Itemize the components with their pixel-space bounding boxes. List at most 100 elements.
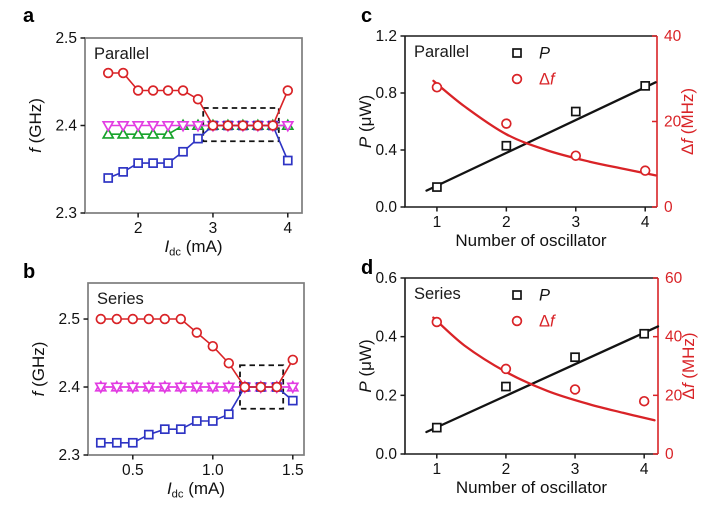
inside-label: Parallel: [414, 43, 469, 61]
marker-circle: [431, 316, 443, 328]
marker-circle: [191, 327, 203, 338]
x-axis-title: Idc (mA): [167, 479, 225, 501]
x-tick-label: 0.5: [122, 462, 144, 479]
marker-triangle-down: [131, 120, 145, 133]
marker-circle: [255, 381, 267, 393]
marker-circle: [162, 85, 174, 96]
x-tick-label: 4: [283, 220, 292, 237]
marker-square: [175, 424, 186, 435]
marker-triangle-down: [126, 382, 140, 394]
marker-circle: [638, 395, 650, 407]
linewidth-fit: [432, 316, 656, 422]
marker-circle: [175, 313, 187, 325]
inside-label: Series: [97, 290, 144, 308]
y-axis: 0.0 0.2 0.4 0.6: [375, 270, 405, 463]
marker-circle: [239, 381, 251, 393]
x-tick-label: 4: [640, 461, 649, 478]
y-axis: 2.3 2.4 2.5: [58, 311, 88, 464]
panel-letter-b: b: [23, 261, 36, 283]
y-tick-label: 0.6: [375, 270, 397, 287]
y2-axis: 0 20 40 60: [653, 270, 683, 463]
marker-circle: [192, 93, 204, 105]
marker-square: [223, 409, 234, 420]
marker-circle: [501, 118, 512, 129]
y-tick-label: 0.4: [375, 142, 397, 159]
y-tick-label: 2.5: [55, 30, 77, 47]
x-axis: 0.5 1.0 1.5: [122, 455, 304, 479]
marker-circle: [511, 73, 523, 85]
series-linewidth: [431, 82, 651, 176]
y-axis-title: P (μW): [356, 95, 375, 148]
marker-circle: [282, 85, 294, 96]
panel-d-chart: 1 2 3 4 0.0 0.2 0.4 0.6 0 20 40 60 Δf (MHz) Number of…: [356, 270, 698, 497]
marker-circle: [111, 313, 123, 325]
y2-tick-label: 0: [665, 446, 674, 463]
marker-triangle-down: [146, 120, 160, 133]
marker-triangle-down: [191, 120, 205, 133]
y2-axis-title: Δf (MHz): [678, 88, 697, 155]
marker-triangle-down: [222, 382, 236, 394]
sync-region-box: [202, 107, 280, 143]
marker-square: [639, 328, 650, 339]
marker-triangle-down: [110, 382, 124, 394]
marker-circle: [500, 363, 512, 375]
y-axis-title: f (GHz): [29, 342, 48, 397]
marker-circle: [147, 85, 159, 96]
y-tick-label: 1.2: [375, 28, 397, 45]
x-tick-label: 1: [433, 214, 442, 231]
panel-a-chart: 2 3 4 2.3 2.4 2.5 Idc (mA) f (GHz) Parallel: [26, 30, 303, 258]
marker-square: [111, 437, 122, 448]
inside-label: Parallel: [94, 45, 149, 63]
x-axis-title: Number of oscillator: [455, 231, 607, 250]
marker-circle: [132, 85, 144, 96]
marker-triangle-down: [281, 120, 295, 133]
y2-axis: 0 20 40: [652, 28, 682, 216]
marker-square: [193, 133, 203, 144]
marker-circle: [511, 315, 523, 327]
marker-triangle-down: [142, 382, 156, 394]
marker-square: [103, 173, 114, 183]
inside-label: Series: [414, 285, 461, 303]
marker-circle: [287, 354, 299, 366]
marker-circle: [117, 67, 129, 79]
y2-axis-title: Δf (MHz): [679, 332, 698, 399]
power-fit: [425, 81, 657, 192]
y2-tick-label: 0: [664, 199, 673, 216]
marker-circle: [639, 165, 651, 176]
legend-label: P: [539, 287, 550, 305]
marker-square: [512, 48, 522, 58]
marker-circle: [267, 120, 279, 131]
y-tick-label: 2.3: [55, 205, 77, 222]
marker-square: [148, 158, 158, 168]
panel-letter-d: d: [361, 257, 374, 279]
marker-triangle-up: [101, 127, 115, 139]
marker-square: [163, 158, 173, 168]
marker-circle: [252, 120, 264, 131]
y-axis-title: f (GHz): [26, 98, 45, 153]
marker-square: [191, 416, 202, 426]
marker-triangle-down: [116, 120, 130, 133]
x-tick-label: 3: [209, 220, 218, 237]
panel-letter-c: c: [361, 5, 373, 27]
marker-circle: [223, 357, 235, 369]
marker-triangle-up: [146, 127, 160, 139]
power-fit: [425, 325, 660, 434]
legend-entry-0: P: [512, 45, 550, 63]
marker-circle: [570, 150, 582, 161]
series-oscillator-red-circle: [95, 313, 299, 393]
marker-circle: [569, 384, 581, 395]
marker-triangle-down: [190, 382, 204, 394]
marker-square: [501, 140, 512, 151]
marker-circle: [431, 82, 443, 93]
y-tick-label: 0.0: [375, 199, 397, 216]
y-tick-label: 2.4: [55, 118, 77, 135]
y-tick-label: 2.4: [58, 379, 80, 396]
panel-c-chart: 1 2 3 4 0.0 0.4 0.8 1.2 0 20 40 Δf (MHz) Number of o…: [356, 28, 697, 250]
legend-entry-1: Δf: [511, 313, 557, 331]
legend-label: P: [539, 45, 550, 63]
marker-square: [178, 146, 188, 157]
panel-letter-a: a: [23, 5, 35, 27]
y2-tick-label: 40: [665, 329, 683, 346]
marker-circle: [207, 120, 219, 131]
marker-square: [512, 290, 522, 300]
